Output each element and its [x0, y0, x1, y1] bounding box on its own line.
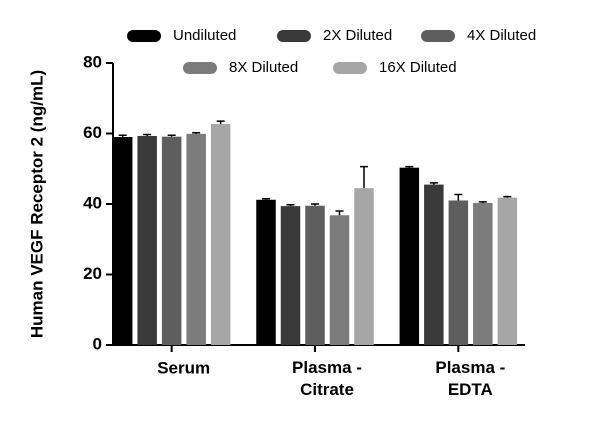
bar — [305, 205, 325, 345]
legend-label: Undiluted — [173, 27, 236, 44]
bar — [473, 202, 493, 345]
y-axis-label: Human VEGF Receptor 2 (ng/mL) — [27, 70, 46, 338]
bar — [497, 197, 518, 345]
legend-swatch — [127, 30, 161, 42]
error-bar — [478, 201, 487, 203]
bar — [448, 200, 469, 345]
y-tick-label: 80 — [83, 52, 102, 71]
bar — [256, 199, 276, 345]
y-tick-label: 20 — [83, 264, 102, 283]
error-bar — [360, 165, 368, 189]
legend-swatch — [277, 30, 311, 42]
bar — [210, 123, 231, 345]
error-bar — [167, 134, 176, 137]
error-bar — [262, 197, 270, 200]
y-tick-label: 60 — [83, 123, 102, 142]
legend-label: 4X Diluted — [467, 27, 536, 44]
error-bar — [405, 165, 414, 168]
legend-swatch — [183, 62, 217, 74]
legend-swatch — [421, 30, 455, 42]
error-bar — [216, 120, 225, 124]
error-bar — [192, 132, 201, 134]
y-tick-label: 40 — [83, 193, 102, 212]
bar — [354, 188, 374, 345]
error-bar — [454, 193, 463, 201]
bar — [399, 167, 420, 345]
error-bar — [311, 203, 319, 206]
bar — [186, 133, 206, 345]
y-tick-label: 0 — [93, 334, 102, 353]
bar — [137, 135, 157, 345]
bar — [424, 184, 444, 345]
legend-label: 8X Diluted — [229, 59, 298, 76]
error-bar — [143, 133, 152, 136]
legend-swatch — [333, 62, 367, 74]
bar — [280, 206, 301, 345]
bar — [112, 137, 133, 345]
error-bar — [118, 134, 127, 138]
bar — [161, 136, 182, 345]
legend-label: 16X Diluted — [379, 59, 457, 76]
error-bar — [335, 210, 344, 216]
error-bar — [286, 203, 295, 207]
error-bar — [429, 182, 438, 185]
x-tick-label: Serum — [157, 358, 210, 377]
legend-label: 2X Diluted — [323, 27, 392, 44]
x-tick-label: Plasma -Citrate — [292, 358, 362, 399]
x-tick-label: Plasma -EDTA — [435, 358, 505, 399]
bar — [329, 215, 350, 345]
error-bar — [503, 195, 512, 198]
